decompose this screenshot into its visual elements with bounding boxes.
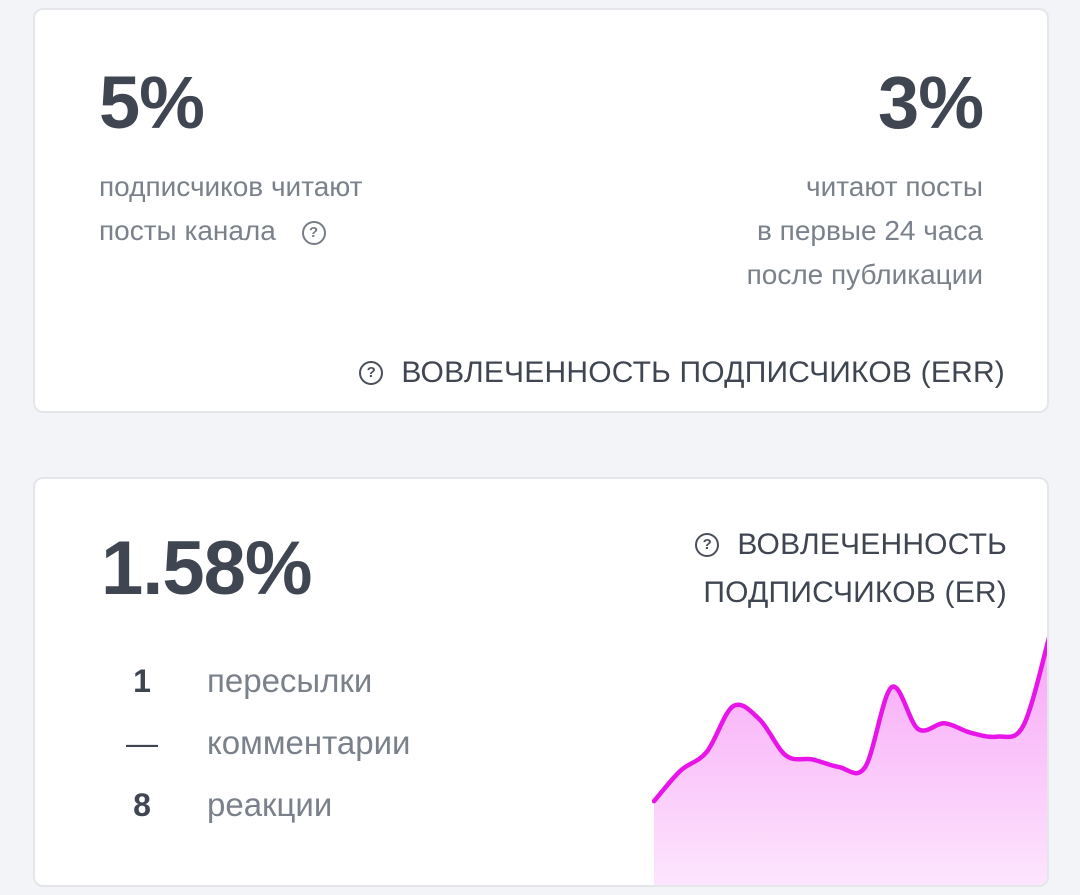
err-24h-desc-line1: читают посты <box>806 171 983 202</box>
er-card: 1.58% ? ВОВЛЕЧЕННОСТЬ ПОДПИСЧИКОВ (ER) 1… <box>33 477 1049 887</box>
err-caption[interactable]: ? ВОВЛЕЧЕННОСТЬ ПОДПИСЧИКОВ (ERR) <box>359 356 1005 390</box>
err-card: 5% подписчиков читают посты канала ? 3% … <box>33 8 1049 413</box>
err-24h-desc-line3: после публикации <box>746 259 983 290</box>
err-readers-desc-line2-text: посты канала <box>99 215 276 246</box>
err-24h-description: читают посты в первые 24 часа после публ… <box>747 165 983 297</box>
question-circle-icon[interactable]: ? <box>359 361 384 385</box>
err-readers-description: подписчиков читают посты канала ? <box>99 165 362 253</box>
stat-reactions: 8 реакции <box>107 783 332 827</box>
stat-comments: — комментарии <box>107 721 410 765</box>
sparkline-line <box>652 636 1047 804</box>
err-24h-percent: 3% <box>878 61 984 144</box>
stat-comments-value: — <box>126 724 158 761</box>
stat-forwards-value: 1 <box>133 662 151 699</box>
err-readers-desc-line1: подписчиков читают <box>99 171 363 202</box>
stat-forwards: 1 пересылки <box>107 659 372 703</box>
err-caption-text: ВОВЛЕЧЕННОСТЬ ПОДПИСЧИКОВ (ERR) <box>401 356 1005 389</box>
er-sparkline <box>652 636 1047 885</box>
er-percent: 1.58% <box>101 526 312 611</box>
err-readers-percent: 5% <box>99 61 205 144</box>
er-caption[interactable]: ? ВОВЛЕЧЕННОСТЬ ПОДПИСЧИКОВ (ER) <box>695 521 1007 617</box>
stat-reactions-value: 8 <box>133 786 151 823</box>
sparkline-area <box>654 645 1047 885</box>
stat-reactions-label: реакции <box>207 786 333 823</box>
stat-comments-label: комментарии <box>207 724 411 761</box>
er-caption-line1: ? ВОВЛЕЧЕННОСТЬ <box>695 521 1007 569</box>
question-circle-icon[interactable]: ? <box>695 533 720 557</box>
er-caption-text-line1: ВОВЛЕЧЕННОСТЬ <box>737 528 1007 561</box>
stat-forwards-label: пересылки <box>207 662 373 699</box>
err-readers-desc-line2: посты канала ? <box>99 209 362 253</box>
err-24h-desc-line2: в первые 24 часа <box>757 215 983 246</box>
question-circle-icon[interactable]: ? <box>301 220 326 245</box>
er-caption-text-line2: ПОДПИСЧИКОВ (ER) <box>703 576 1007 609</box>
